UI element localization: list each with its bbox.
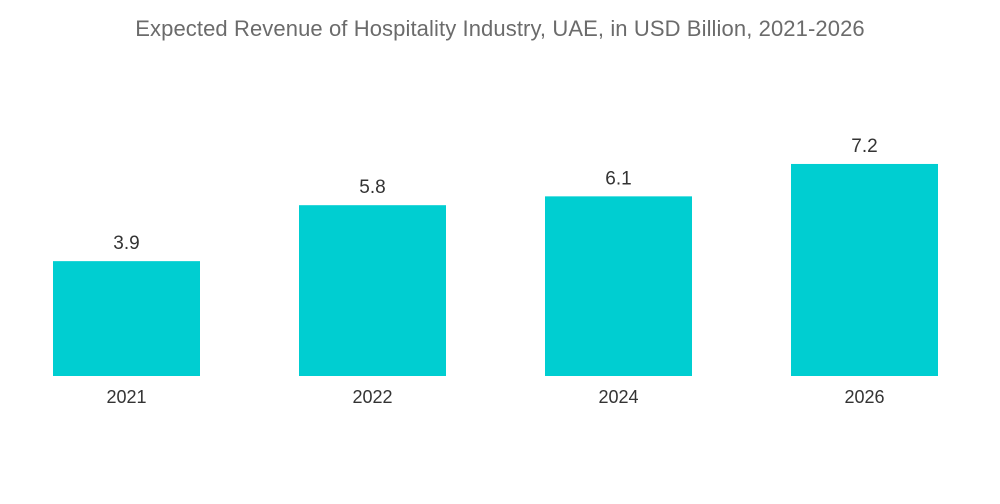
chart-title: Expected Revenue of Hospitality Industry… [135,16,865,41]
data-label-2024: 6.1 [605,168,631,189]
x-tick-label-2026: 2026 [844,387,884,407]
x-tick-label-2024: 2024 [598,387,638,407]
data-label-2021: 3.9 [113,233,139,254]
bar-2021 [53,261,200,376]
bar-2022 [299,205,446,376]
x-tick-label-2022: 2022 [352,387,392,407]
data-labels-layer: 3.9 5.8 6.1 7.2 [113,136,877,254]
x-axis-tick-labels: 2021 2022 2024 2026 [106,387,884,407]
bar-2026 [791,163,938,376]
data-label-2026: 7.2 [851,136,877,157]
data-label-2022: 5.8 [359,177,385,198]
bar-2024 [545,196,692,376]
bars-layer [53,163,938,376]
x-tick-label-2021: 2021 [106,387,146,407]
